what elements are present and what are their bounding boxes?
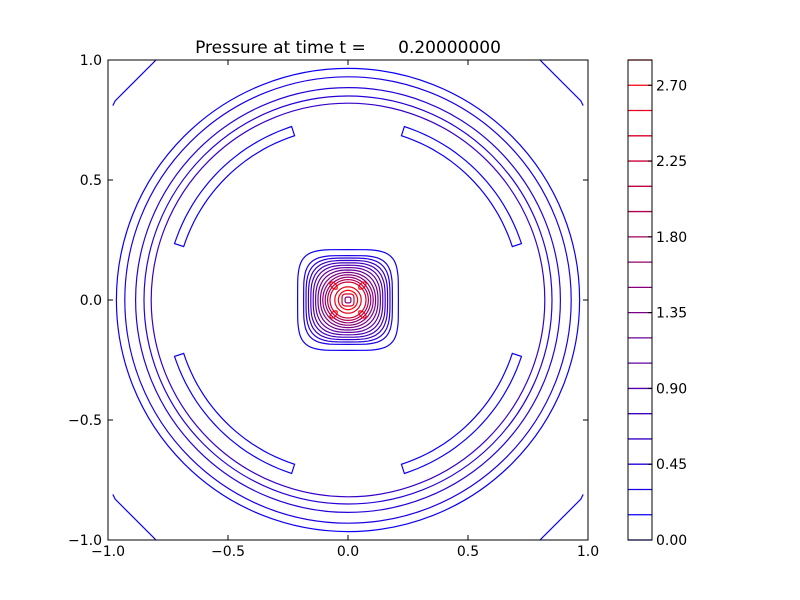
contour-center — [310, 262, 386, 338]
x-tick-label: −0.5 — [211, 544, 245, 560]
x-tick-label: 0.5 — [457, 544, 479, 560]
contour-center — [337, 289, 359, 311]
contour-center — [326, 278, 370, 322]
contour-center — [324, 276, 372, 324]
contour-center — [334, 286, 362, 314]
contour-center — [312, 264, 384, 336]
colorbar: 0.00 0.45 0.90 1.35 1.80 2.25 2.70 — [627, 59, 687, 549]
chart-title: Pressure at time t = 0.20000000 — [195, 38, 501, 58]
contour-corner — [112, 494, 157, 541]
contour-center-blob — [358, 310, 367, 319]
contour-crescent — [400, 352, 523, 475]
contour-outer-ring — [143, 95, 553, 505]
colorbar-frame — [627, 59, 653, 541]
y-tick-label: −0.5 — [68, 413, 102, 429]
contour-outer-ring — [150, 102, 546, 498]
contour-center — [307, 259, 389, 341]
contour-outer-ring — [135, 87, 561, 513]
y-tick-label: 0.5 — [80, 173, 102, 189]
contour-corner — [539, 59, 584, 106]
contour-center — [322, 274, 374, 326]
colorbar-tick-label: 1.35 — [656, 306, 687, 322]
contour-center — [296, 248, 400, 352]
colorbar-tick-label: 0.00 — [656, 533, 687, 549]
contour-center — [302, 254, 394, 346]
y-tick-label: 1.0 — [80, 53, 102, 69]
colorbar-tick-label: 2.25 — [656, 154, 687, 170]
x-axis: −1.0 −0.5 0.0 0.5 1.0 — [91, 60, 599, 560]
colorbar-tick-label: 0.90 — [656, 381, 687, 397]
y-tick-label: 0.0 — [80, 293, 102, 309]
contour-center — [317, 269, 379, 331]
contour-outer-ring — [124, 76, 572, 524]
contour-corner — [539, 494, 584, 541]
contour-center-blob — [358, 281, 367, 290]
y-axis: −1.0 −0.5 0.0 0.5 1.0 — [68, 53, 588, 549]
contour-center — [314, 266, 382, 334]
x-tick-label: 1.0 — [577, 544, 599, 560]
x-tick-label: −1.0 — [91, 544, 125, 560]
contour-crescent — [400, 125, 523, 248]
colorbar-tick-label: 2.70 — [656, 78, 687, 94]
contour-crescent — [173, 352, 296, 475]
colorbar-tick-label: 0.45 — [656, 457, 687, 473]
contour-center — [305, 257, 391, 343]
x-tick-label: 0.0 — [337, 544, 359, 560]
contour-crescent — [173, 125, 296, 248]
contour-center — [344, 296, 352, 304]
colorbar-tick-label: 1.80 — [656, 230, 687, 246]
contour-outer-ring — [115, 67, 581, 533]
contour-lines — [112, 59, 584, 541]
contour-center — [319, 271, 377, 329]
contour-corner — [112, 59, 157, 106]
contour-center — [329, 281, 367, 319]
contour-center-blob — [329, 310, 338, 319]
y-tick-label: −1.0 — [68, 533, 102, 549]
contour-center — [341, 293, 355, 307]
contour-center-blob — [329, 281, 338, 290]
